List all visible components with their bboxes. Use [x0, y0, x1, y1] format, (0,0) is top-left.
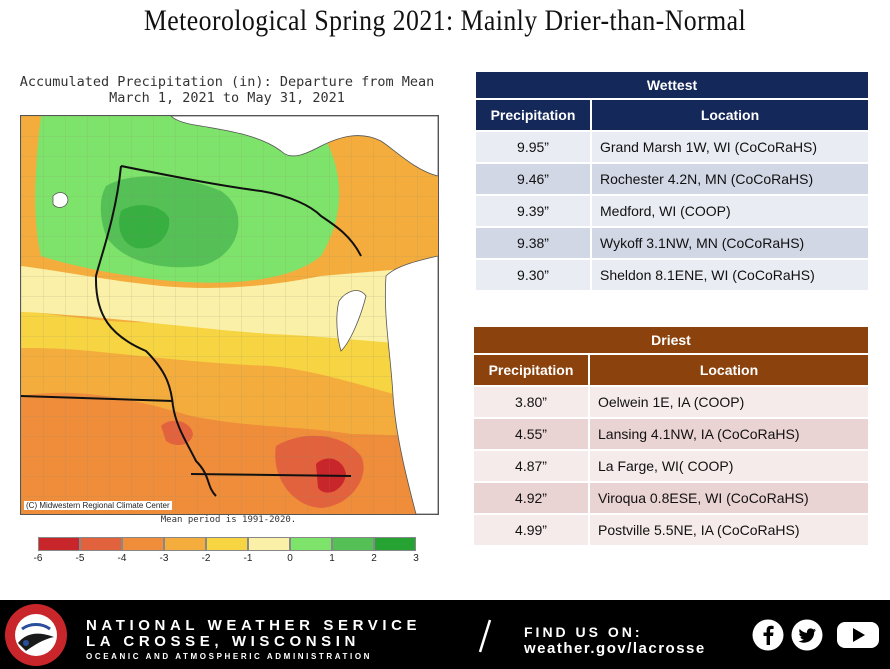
- legend-label: -2: [201, 553, 211, 564]
- precip-cell: 3.80”: [474, 387, 588, 417]
- precip-cell: 9.30”: [476, 260, 590, 290]
- office-subtitle: OCEANIC AND ATMOSPHERIC ADMINISTRATION: [86, 652, 373, 661]
- lake-michigan: [384, 255, 438, 514]
- footer-banner: NATIONAL WEATHER SERVICE LA CROSSE, WISC…: [0, 600, 890, 669]
- location-cell: La Farge, WI( COOP): [590, 451, 868, 481]
- color-legend: [38, 537, 416, 551]
- legend-swatch: [374, 537, 416, 551]
- legend-label: -1: [243, 553, 253, 564]
- table-row: 9.30” Sheldon 8.1ENE, WI (CoCoRaHS): [476, 260, 868, 290]
- precip-cell: 9.46”: [476, 164, 590, 194]
- legend-label: 2: [371, 553, 377, 564]
- driest-table: Driest Precipitation Location 3.80” Oelwe…: [472, 325, 870, 547]
- green-bay: [336, 290, 367, 352]
- legend-label: -4: [117, 553, 127, 564]
- driest-col-precip: Precipitation: [474, 355, 588, 385]
- facebook-icon[interactable]: [752, 619, 784, 651]
- lake-superior: [170, 116, 438, 177]
- legend-swatch: [122, 537, 164, 551]
- location-cell: Wykoff 3.1NW, MN (CoCoRaHS): [592, 228, 868, 258]
- mn-ia-border: [21, 395, 174, 402]
- legend-swatch: [164, 537, 206, 551]
- map-credit: (C) Midwestern Regional Climate Center: [24, 501, 172, 510]
- driest-header: Driest: [474, 327, 868, 353]
- table-row: 9.38” Wykoff 3.1NW, MN (CoCoRaHS): [476, 228, 868, 258]
- table-row: 4.87” La Farge, WI( COOP): [474, 451, 868, 481]
- wettest-header: Wettest: [476, 72, 868, 98]
- legend-swatch: [80, 537, 122, 551]
- wettest-col-location: Location: [592, 100, 868, 130]
- find-us-label: FIND US ON:: [524, 624, 643, 640]
- map-title-line1: Accumulated Precipitation (in): Departur…: [19, 74, 435, 90]
- legend-swatch: [332, 537, 374, 551]
- precipitation-departure-map: [20, 115, 439, 515]
- precip-cell: 4.55”: [474, 419, 588, 449]
- table-row: 9.95” Grand Marsh 1W, WI (CoCoRaHS): [476, 132, 868, 162]
- website-link[interactable]: weather.gov/lacrosse: [524, 640, 706, 657]
- legend-swatch: [38, 537, 80, 551]
- location-cell: Grand Marsh 1W, WI (CoCoRaHS): [592, 132, 868, 162]
- location-cell: Sheldon 8.1ENE, WI (CoCoRaHS): [592, 260, 868, 290]
- wi-il-border: [190, 473, 352, 477]
- nws-logo[interactable]: [4, 603, 68, 667]
- office-location: LA CROSSE, WISCONSIN: [86, 633, 360, 650]
- map-title: Accumulated Precipitation (in): Departur…: [18, 74, 436, 106]
- wettest-table: Wettest Precipitation Location 9.95” Gran…: [474, 70, 870, 292]
- location-cell: Lansing 4.1NW, IA (CoCoRaHS): [590, 419, 868, 449]
- legend-label: -5: [75, 553, 85, 564]
- mn-wi-border: [94, 165, 217, 497]
- map-title-line2: March 1, 2021 to May 31, 2021: [109, 90, 345, 106]
- location-cell: Oelwein 1E, IA (COOP): [590, 387, 868, 417]
- youtube-icon[interactable]: [836, 619, 880, 651]
- mean-period-note: Mean period is 1991-2020.: [160, 515, 297, 525]
- legend-label: 3: [413, 553, 419, 564]
- small-lake: [52, 192, 69, 208]
- legend-label: -3: [159, 553, 169, 564]
- slide-title: Meteorological Spring 2021: Mainly Drier…: [143, 4, 747, 37]
- wi-mi-border: [120, 165, 362, 257]
- precip-cell: 4.87”: [474, 451, 588, 481]
- table-row: 9.46” Rochester 4.2N, MN (CoCoRaHS): [476, 164, 868, 194]
- table-row: 4.92” Viroqua 0.8ESE, WI (CoCoRaHS): [474, 483, 868, 513]
- location-cell: Postville 5.5NE, IA (CoCoRaHS): [590, 515, 868, 545]
- legend-label: 1: [329, 553, 335, 564]
- driest-col-location: Location: [590, 355, 868, 385]
- table-row: 4.55” Lansing 4.1NW, IA (CoCoRaHS): [474, 419, 868, 449]
- table-row: 9.39” Medford, WI (COOP): [476, 196, 868, 226]
- office-org-name: NATIONAL WEATHER SERVICE: [86, 617, 422, 634]
- location-cell: Medford, WI (COOP): [592, 196, 868, 226]
- divider-slash: [478, 619, 492, 653]
- precip-cell: 4.92”: [474, 483, 588, 513]
- legend-label: -6: [33, 553, 43, 564]
- precip-cell: 9.38”: [476, 228, 590, 258]
- legend-labels: -6 -5 -4 -3 -2 -1 0 1 2 3: [34, 553, 419, 565]
- legend-swatch: [290, 537, 332, 551]
- legend-swatch: [248, 537, 290, 551]
- legend-label: 0: [287, 553, 293, 564]
- precip-cell: 9.95”: [476, 132, 590, 162]
- legend-swatch: [206, 537, 248, 551]
- wettest-col-precip: Precipitation: [476, 100, 590, 130]
- location-cell: Viroqua 0.8ESE, WI (CoCoRaHS): [590, 483, 868, 513]
- map-graphic: [21, 116, 438, 514]
- twitter-icon[interactable]: [791, 619, 823, 651]
- precip-cell: 9.39”: [476, 196, 590, 226]
- precip-cell: 4.99”: [474, 515, 588, 545]
- table-row: 3.80” Oelwein 1E, IA (COOP): [474, 387, 868, 417]
- location-cell: Rochester 4.2N, MN (CoCoRaHS): [592, 164, 868, 194]
- county-grid: [21, 116, 438, 514]
- table-row: 4.99” Postville 5.5NE, IA (CoCoRaHS): [474, 515, 868, 545]
